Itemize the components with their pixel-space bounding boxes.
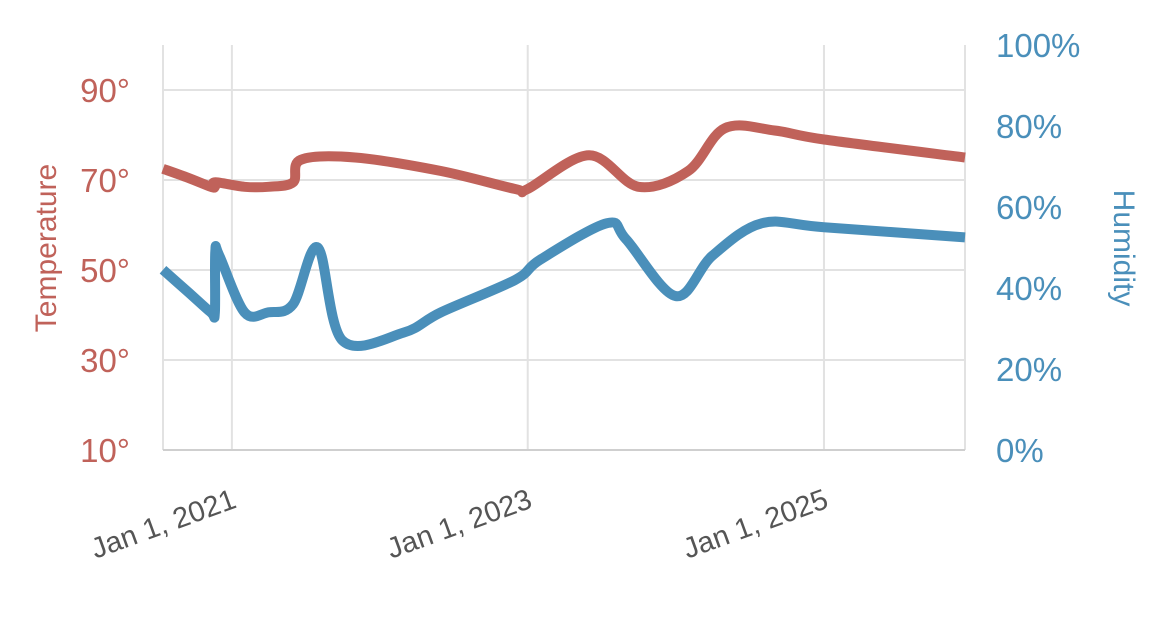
y-right-tick-label: 80% (996, 108, 1062, 145)
y-left-axis-title: Temperature (30, 164, 63, 332)
x-tick-label: Jan 1, 2023 (383, 484, 536, 566)
y-right-axis-title: Humidity (1107, 190, 1140, 307)
y-left-tick-label: 70° (80, 162, 130, 199)
y-left-tick-label: 30° (80, 342, 130, 379)
x-tick-label: Jan 1, 2025 (679, 484, 832, 566)
y-right-tick-label: 60% (996, 189, 1062, 226)
x-tick-label: Jan 1, 2021 (87, 484, 240, 566)
y-left-tick-label: 50° (80, 252, 130, 289)
y-right-tick-label: 100% (996, 27, 1080, 64)
plot-frame (162, 45, 966, 451)
y-right-ticks: 0% 20% 40% 60% 80% 100% (996, 27, 1080, 469)
y-right-tick-label: 0% (996, 432, 1044, 469)
y-left-tick-label: 90° (80, 72, 130, 109)
series-line-temperature (161, 120, 966, 198)
series-line-humidity (159, 216, 966, 351)
y-right-tick-label: 20% (996, 351, 1062, 388)
y-right-tick-label: 40% (996, 270, 1062, 307)
y-left-tick-label: 10° (80, 432, 130, 469)
y-left-ticks: 10° 30° 50° 70° 90° (80, 72, 130, 469)
x-ticks: Jan 1, 2021 Jan 1, 2023 Jan 1, 2025 (87, 484, 832, 566)
series-lines (159, 120, 966, 351)
